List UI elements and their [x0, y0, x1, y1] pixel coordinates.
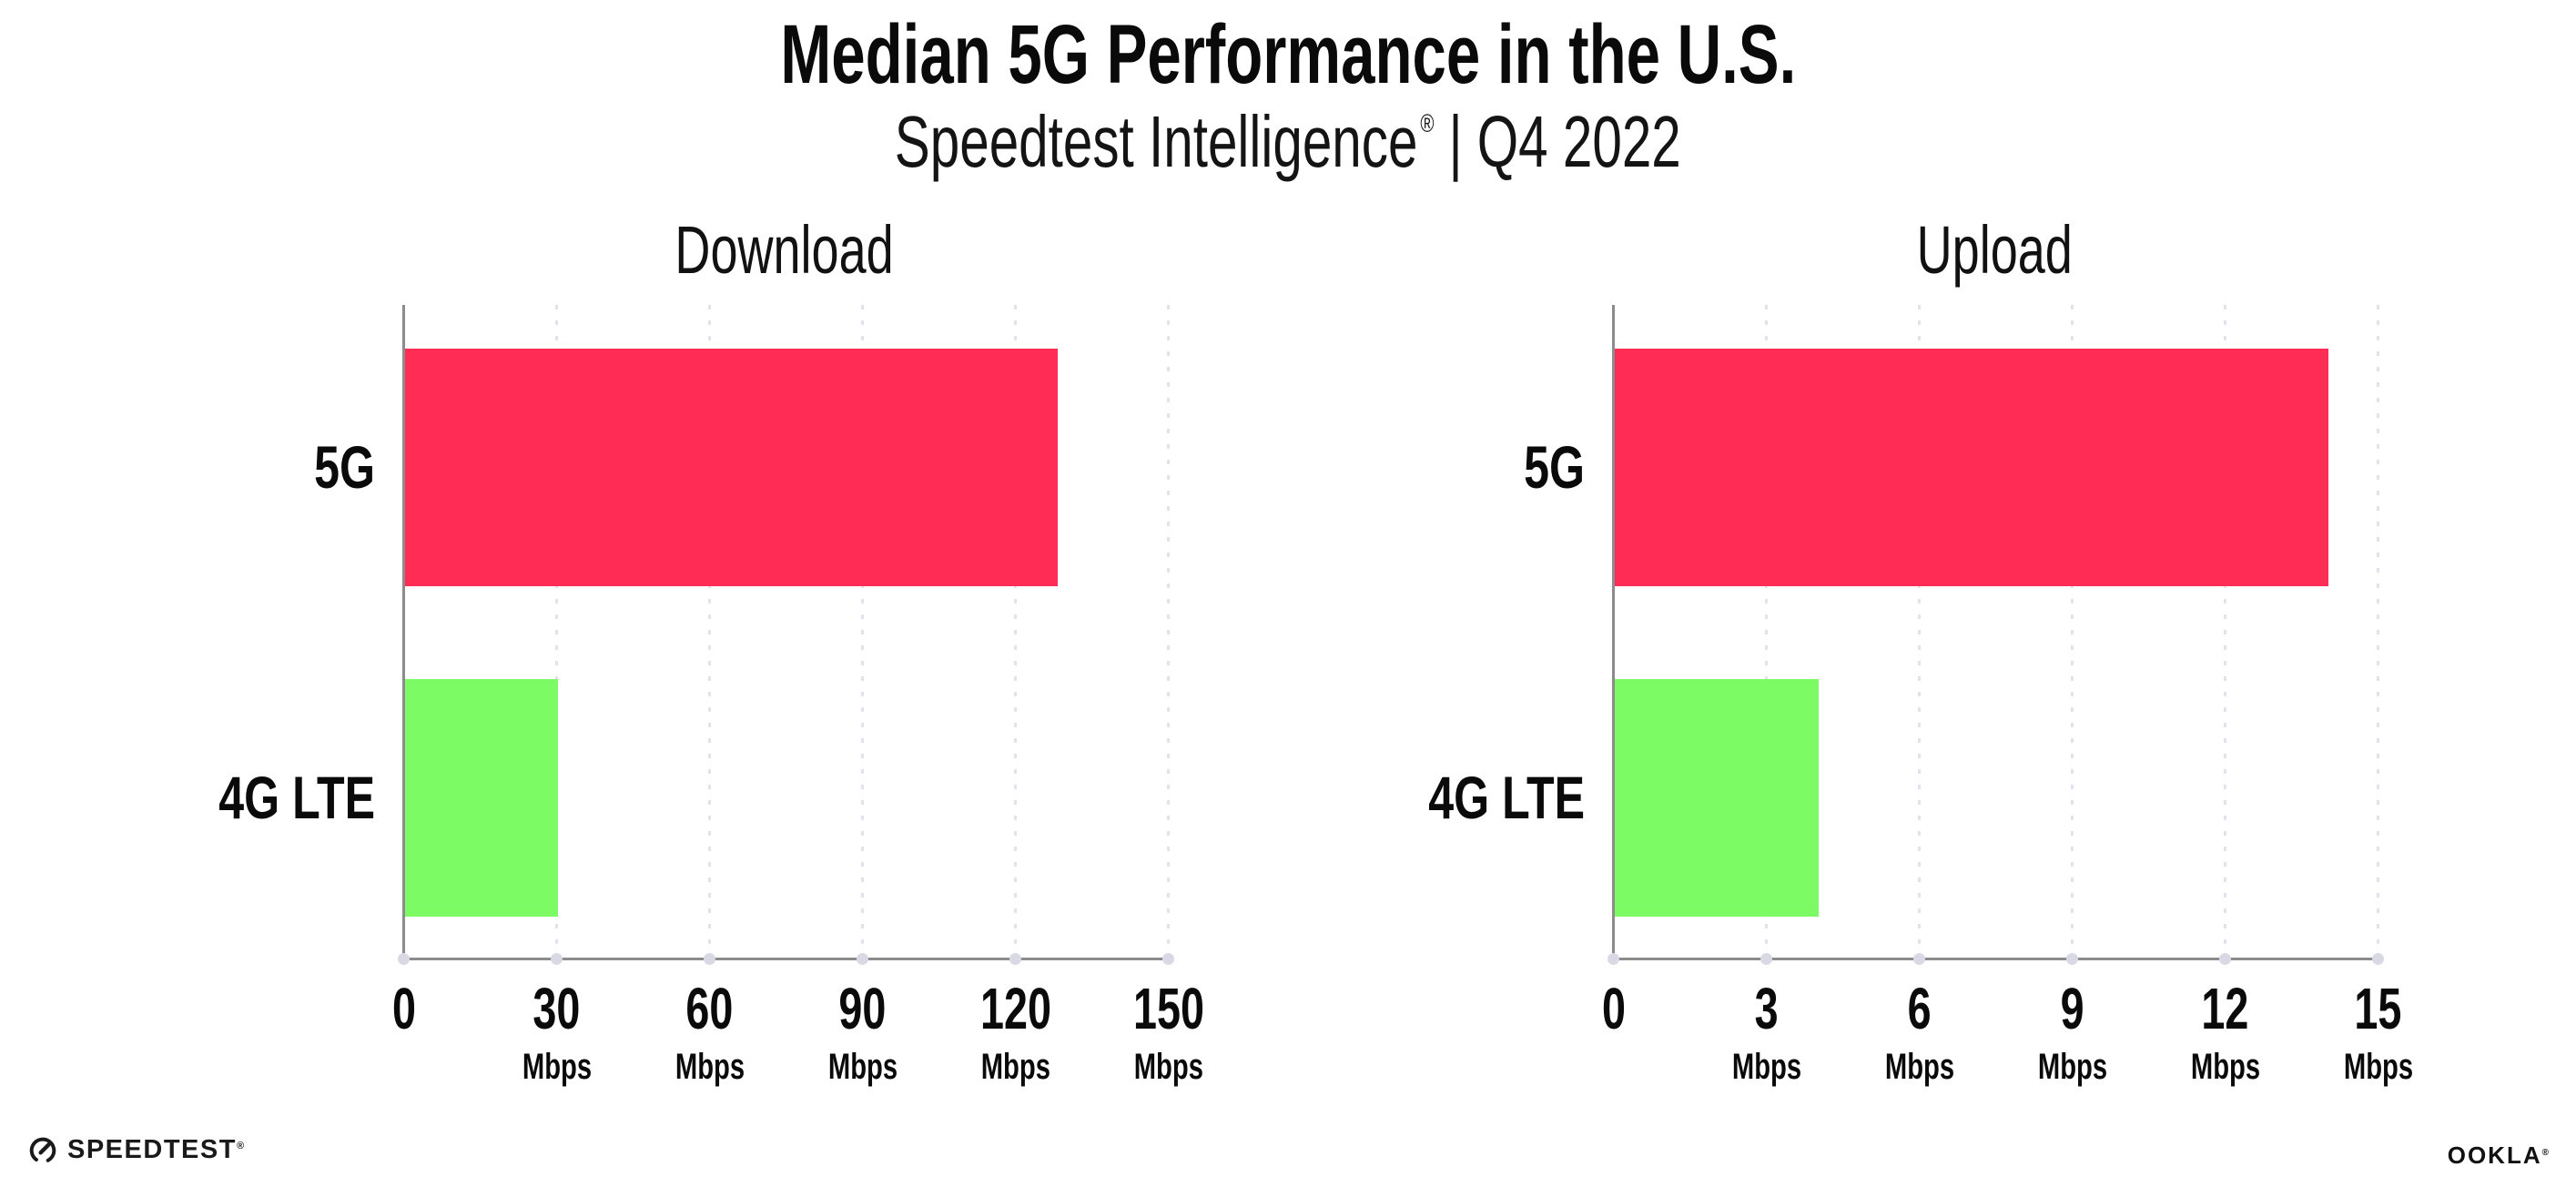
x-tick-unit: Mbps [522, 1047, 592, 1087]
x-tick-value: 0 [391, 976, 416, 1041]
x-tick-unit: Mbps [827, 1047, 898, 1087]
x-tick-unit: Mbps [1731, 1047, 1801, 1087]
ookla-wordmark: OOKLA [2447, 1141, 2542, 1169]
axis-tick-dot [704, 953, 715, 965]
gridline-download-60 [708, 305, 711, 958]
x-tick-label-download-150: 150 Mbps [1120, 979, 1217, 1085]
download-chart-title: Download [674, 212, 895, 288]
gridline-upload-6 [1918, 305, 1921, 958]
subtitle-separator: | [1448, 101, 1463, 182]
download-chart-plot-area [398, 305, 1174, 965]
speedtest-wordmark: SPEEDTEST® [67, 1134, 246, 1164]
x-tick-value: 120 [979, 976, 1051, 1041]
gridline-download-150 [1167, 305, 1170, 958]
registered-mark: ® [1420, 109, 1435, 137]
x-tick-value: 12 [2201, 976, 2249, 1041]
x-tick-label-upload-0: 0 [1597, 979, 1630, 1038]
page-subtitle: Speedtest Intelligence ® | Q4 2022 [0, 100, 2576, 184]
axis-tick-dot [2219, 953, 2231, 965]
x-tick-value: 15 [2354, 976, 2402, 1041]
subtitle-period: Q4 2022 [1476, 101, 1681, 182]
y-axis-label-download-4g-lte: 4G LTE [218, 764, 375, 831]
bar-download-5g [405, 348, 1058, 586]
x-tick-unit: Mbps [1884, 1047, 1954, 1087]
gridline-upload-12 [2224, 305, 2226, 958]
x-tick-label-upload-12: 12 Mbps [2177, 979, 2272, 1085]
x-tick-value: 6 [1907, 976, 1932, 1041]
page-subtitle-text: Speedtest Intelligence ® | Q4 2022 [895, 100, 1681, 184]
x-tick-value: 3 [1754, 976, 1779, 1041]
ookla-logo: OOKLA® [2448, 1141, 2549, 1170]
x-tick-unit: Mbps [2343, 1047, 2413, 1087]
axis-tick-dot [551, 953, 563, 965]
gridline-download-120 [1014, 305, 1017, 958]
x-tick-unit: Mbps [674, 1047, 745, 1087]
gridline-download-30 [555, 305, 558, 958]
x-tick-value: 90 [838, 976, 887, 1041]
x-tick-label-upload-9: 9 Mbps [2024, 979, 2119, 1085]
upload-chart-plot-area [1607, 305, 2384, 965]
x-tick-value: 9 [2060, 976, 2084, 1041]
bar-download-4g-lte [405, 678, 558, 917]
x-tick-label-download-90: 90 Mbps [815, 979, 909, 1085]
subtitle-brand: Speedtest Intelligence [894, 101, 1418, 182]
x-tick-label-download-120: 120 Mbps [967, 979, 1064, 1085]
bar-upload-5g [1615, 348, 2328, 586]
y-axis-label-upload-4g-lte: 4G LTE [1428, 764, 1585, 831]
y-axis-label-upload-5g: 5G [1524, 433, 1585, 501]
x-tick-label-download-60: 60 Mbps [662, 979, 756, 1085]
x-tick-label-upload-6: 6 Mbps [1871, 979, 1966, 1085]
gridline-upload-3 [1765, 305, 1768, 958]
registered-mark: ® [2541, 1148, 2549, 1158]
page-title-text: Median 5G Performance in the U.S. [780, 8, 1796, 101]
axis-tick-dot [1913, 953, 1925, 965]
speedtest-logo: SPEEDTEST® [27, 1134, 246, 1165]
axis-tick-dot [1760, 953, 1772, 965]
x-tick-unit: Mbps [1133, 1047, 1203, 1087]
axis-tick-dot [1162, 953, 1174, 965]
x-tick-value: 150 [1132, 976, 1204, 1041]
axis-tick-dot [1607, 953, 1619, 965]
registered-mark: ® [236, 1140, 246, 1151]
axis-tick-dot [398, 953, 410, 965]
x-tick-label-download-30: 30 Mbps [509, 979, 603, 1085]
gridline-upload-15 [2377, 305, 2379, 958]
x-tick-value: 0 [1601, 976, 1626, 1041]
axis-tick-dot [857, 953, 868, 965]
x-tick-label-upload-15: 15 Mbps [2330, 979, 2425, 1085]
speedtest-gauge-icon [29, 1137, 56, 1164]
page-title: Median 5G Performance in the U.S. [0, 11, 2576, 99]
x-tick-label-upload-3: 3 Mbps [1719, 979, 1813, 1085]
axis-tick-dot [2066, 953, 2078, 965]
bar-upload-4g-lte [1615, 678, 1819, 917]
x-tick-value: 30 [532, 976, 581, 1041]
x-tick-unit: Mbps [2037, 1047, 2107, 1087]
upload-chart-title: Upload [1916, 212, 2073, 288]
x-tick-label-download-0: 0 [388, 979, 421, 1038]
y-axis-label-download-5g: 5G [314, 433, 375, 501]
x-tick-value: 60 [685, 976, 734, 1041]
x-tick-unit: Mbps [2190, 1047, 2260, 1087]
gridline-upload-9 [2071, 305, 2074, 958]
gridline-download-90 [861, 305, 864, 958]
x-tick-unit: Mbps [980, 1047, 1050, 1087]
axis-tick-dot [1009, 953, 1021, 965]
axis-tick-dot [2372, 953, 2384, 965]
